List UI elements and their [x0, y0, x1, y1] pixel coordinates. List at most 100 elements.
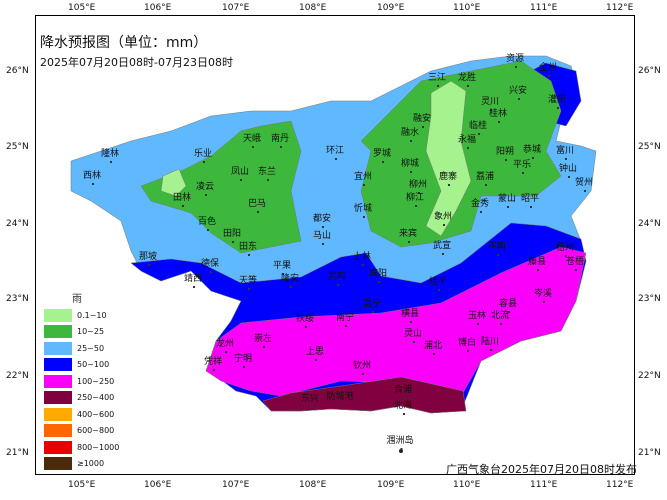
city-label: 灵川: [480, 97, 500, 111]
x-tick-label: 110°E: [453, 3, 481, 13]
y-tick-label: 23°N: [638, 294, 661, 304]
city-label: 钟山: [558, 164, 578, 178]
city-label: 灌阳: [547, 95, 567, 109]
x-tick-label: 107°E: [222, 480, 250, 490]
legend-label: 400~600: [77, 409, 115, 419]
map-subtitle: 2025年07月20日08时-07月23日08时: [40, 56, 233, 69]
legend-swatch: [44, 325, 72, 339]
city-label: 横县: [400, 309, 420, 323]
city-label: 博白: [457, 338, 477, 352]
city-label: 苍梧: [565, 257, 585, 271]
city-label: 西林: [82, 171, 102, 185]
city-label: 田东: [238, 242, 258, 256]
city-label: 隆安: [280, 274, 300, 288]
legend-item: 800~1000: [44, 439, 124, 456]
legend-item: 400~600: [44, 406, 124, 423]
city-label: 涠洲岛: [386, 436, 414, 450]
region-10-25-west: [140, 120, 302, 254]
city-label: 乐业: [193, 149, 213, 163]
city-label: 象州: [433, 212, 453, 226]
legend-label: 10~25: [77, 327, 105, 337]
city-label: 陆川: [480, 337, 500, 351]
map-title: 降水预报图（单位：mm）: [40, 35, 208, 51]
y-tick-label: 21°N: [6, 448, 29, 458]
region-0.1-10: [425, 80, 472, 237]
x-tick-label: 111°E: [530, 480, 558, 490]
legend-swatch: [44, 424, 72, 438]
city-label: 靖西: [183, 274, 203, 288]
legend-label: 800~1000: [77, 442, 120, 452]
legend-label: 0.1~10: [77, 310, 107, 320]
city-label: 东兴: [300, 394, 320, 408]
city-label: 凤山: [230, 167, 250, 181]
city-label: 田阳: [222, 229, 242, 243]
city-label: 环江: [325, 146, 345, 160]
weizhou-island: [399, 449, 403, 453]
city-label: 合浦: [393, 385, 413, 399]
legend-item: 50~100: [44, 357, 124, 374]
legend-item: 100~250: [44, 373, 124, 390]
legend-item: 600~800: [44, 423, 124, 440]
city-label: 邕宁: [362, 299, 382, 313]
city-label: 柳城: [400, 159, 420, 173]
city-label: 北海: [393, 401, 413, 415]
x-tick-label: 106°E: [144, 3, 172, 13]
city-label: 富川: [555, 146, 575, 160]
legend-swatch: [44, 407, 72, 421]
city-label: 平果: [272, 261, 292, 275]
city-label: 宜州: [353, 172, 373, 186]
city-label: 资源: [505, 54, 525, 68]
x-tick-label: 112°E: [606, 480, 634, 490]
legend-item: 0.1~10: [44, 307, 124, 324]
city-label: 凌云: [195, 182, 215, 196]
x-tick-label: 107°E: [222, 3, 250, 13]
city-label: 贺州: [574, 178, 594, 192]
city-label: 天峨: [242, 134, 262, 148]
city-label: 凭祥: [203, 357, 223, 371]
city-label: 德保: [200, 259, 220, 273]
city-label: 来宾: [398, 229, 418, 243]
legend-label: 600~800: [77, 426, 115, 436]
legend-label: 25~50: [77, 343, 105, 353]
city-label: 宁明: [233, 354, 253, 368]
legend-label: ≥1000: [77, 459, 105, 469]
city-label: 百色: [197, 217, 217, 231]
city-label: 桂平: [428, 277, 448, 291]
city-label: 天等: [238, 276, 258, 290]
legend-swatch: [44, 308, 72, 322]
city-label: 那坡: [138, 252, 158, 266]
city-label: 荔浦: [475, 172, 495, 186]
x-tick-label: 106°E: [144, 480, 172, 490]
city-label: 忻城: [353, 204, 373, 218]
legend-label: 50~100: [77, 360, 110, 370]
city-label: 武鸣: [327, 272, 347, 286]
x-tick-label: 105°E: [68, 480, 96, 490]
legend-swatch: [44, 341, 72, 355]
city-label: 上林: [352, 252, 372, 266]
city-label: 全州: [538, 63, 558, 77]
city-label: 崇左: [253, 334, 273, 348]
y-tick-label: 22°N: [6, 371, 29, 381]
city-label: 融安: [412, 114, 432, 128]
region-250-400: [262, 376, 467, 414]
city-label: 钦州: [352, 361, 372, 375]
legend-item: 10~25: [44, 324, 124, 341]
city-label: 鹿寨: [438, 172, 458, 186]
y-tick-label: 26°N: [638, 66, 661, 76]
city-label: 防城港: [326, 392, 354, 406]
city-label: 蒙山: [497, 194, 517, 208]
city-label: 平南: [487, 242, 507, 256]
legend-item: 25~50: [44, 340, 124, 357]
city-label: 东兰: [257, 167, 277, 181]
city-label: 金秀: [470, 199, 490, 213]
legend-label: 100~250: [77, 376, 115, 386]
legend-item: ≥1000: [44, 456, 124, 473]
legend-item: 250~400: [44, 390, 124, 407]
city-label: 南宁: [335, 313, 355, 327]
legend-swatch: [44, 457, 72, 471]
legend-title: 雨: [72, 294, 82, 305]
city-label: 恭城: [522, 145, 542, 159]
legend-swatch: [44, 440, 72, 454]
city-label: 兴安: [508, 86, 528, 100]
region-0.1-10-west: [160, 168, 187, 197]
